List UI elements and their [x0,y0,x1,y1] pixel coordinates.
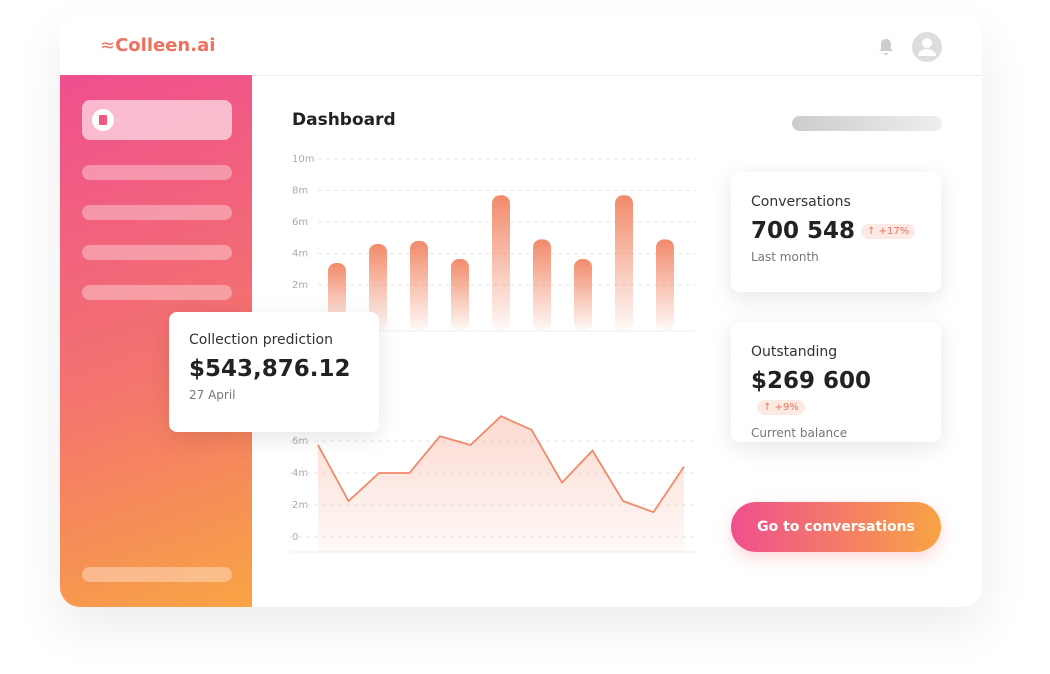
card-caption: Current balance [751,426,848,440]
outstanding-card: Outstanding $269 600 ↑ +9% Current balanc… [731,322,941,442]
card-title: Collection prediction [189,332,333,348]
bar [533,239,551,331]
bar [410,240,428,331]
logo-text: Colleen.ai [115,35,216,56]
y-tick-label: 4m [292,249,308,260]
nav-item[interactable] [82,205,232,220]
nav-item[interactable] [82,245,232,260]
y-tick-label: 2m [292,280,308,291]
page-title: Dashboard [292,110,396,130]
card-caption: 27 April [189,388,236,402]
prediction-card: Collection prediction $543,876.12 27 Apr… [169,312,379,432]
change-badge: ↑ +9% [757,400,805,415]
bar [492,195,510,331]
change-text: +9% [774,402,799,413]
y-tick-label: 10m [292,154,314,165]
bar [615,195,633,331]
nav-item[interactable] [82,165,232,180]
y-tick-label: 6m [292,217,308,228]
logo: ≈Colleen.ai [100,35,216,56]
nav-item-active[interactable] [82,100,232,140]
bar [369,244,387,331]
area [318,416,684,552]
line [317,415,685,514]
y-tick-label: 0 [292,532,298,543]
nav-item[interactable] [82,567,232,582]
cta-button[interactable]: Go to conversations [731,502,941,552]
change-badge: ↑ +17% [861,224,916,239]
placeholder-bar [792,116,942,131]
y-tick-label: 8m [292,186,308,197]
card-caption: Last month [751,250,819,264]
nav-item[interactable] [82,285,232,300]
card-value: $269 600 [751,368,872,394]
bar [451,259,469,331]
sidebar [60,75,252,607]
card-title: Outstanding [751,344,838,360]
bar [574,259,592,331]
change-text: +17% [878,226,910,237]
card-title: Conversations [751,194,851,210]
bar [656,239,674,331]
card-value: $543,876.12 [189,356,351,382]
avatar[interactable] [911,31,943,63]
card-value: 700 548 [751,218,856,244]
conversations-card: Conversations 700 548 ↑ +17% Last month [731,172,941,292]
bell-icon[interactable] [876,37,896,57]
